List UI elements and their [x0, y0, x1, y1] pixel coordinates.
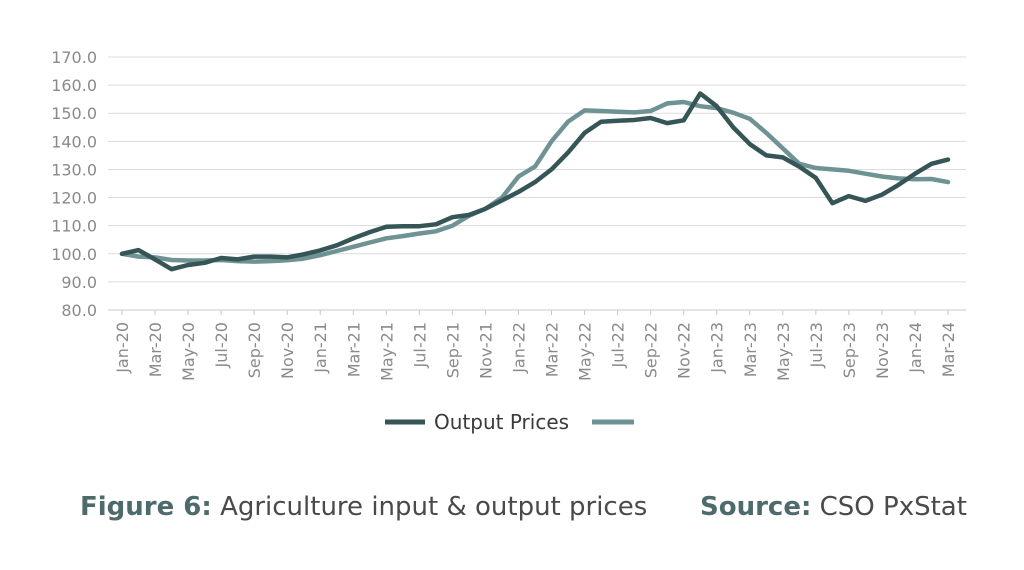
x-tick-label: May-22	[576, 322, 595, 381]
y-tick-label: 90.0	[61, 273, 97, 292]
figure-caption-text: Agriculture input & output prices	[220, 492, 648, 522]
x-tick-label: Nov-22	[675, 322, 694, 379]
series-line-output-prices	[119, 91, 951, 272]
x-tick-label: Jul-20	[212, 322, 231, 368]
y-tick-label: 130.0	[51, 160, 97, 179]
x-tick-label: Jan-22	[509, 322, 528, 374]
x-tick-label: Nov-20	[278, 322, 297, 379]
series-line-2	[119, 99, 951, 264]
x-tick-label: May-21	[377, 322, 396, 381]
figure-caption: Figure 6: Agriculture input & output pri…	[80, 492, 647, 522]
x-tick-label: Sep-21	[443, 322, 462, 378]
y-tick-label: 170.0	[51, 48, 97, 67]
x-tick-label: Jan-20	[113, 322, 132, 374]
y-tick-label: 140.0	[51, 132, 97, 151]
y-tick-label: 150.0	[51, 104, 97, 123]
y-tick-label: 110.0	[51, 217, 97, 236]
y-tick-label: 160.0	[51, 76, 97, 95]
y-tick-label: 120.0	[51, 189, 97, 208]
source-caption: Source: CSO PxStat	[700, 492, 967, 522]
x-tick-label: Mar-23	[741, 322, 760, 377]
x-tick-label: Jan-24	[906, 322, 925, 374]
series-lines	[119, 91, 951, 272]
y-tick-label: 80.0	[61, 301, 97, 320]
x-axis-line	[108, 309, 966, 315]
x-tick-label: Mar-21	[344, 322, 363, 377]
source-caption-label: Source:	[700, 492, 812, 522]
x-tick-label: Mar-22	[543, 322, 562, 377]
legend-label-output-prices: Output Prices	[434, 410, 569, 434]
y-axis-tick-labels: 80.0 90.0 100.0 110.0 120.0 130.0 140.0 150.0 16…	[51, 48, 97, 320]
x-tick-label: May-20	[179, 322, 198, 381]
x-tick-label: Jul-22	[609, 322, 628, 368]
x-tick-label: Jan-23	[708, 322, 727, 374]
x-tick-label: Nov-21	[476, 322, 495, 379]
x-tick-label: Jan-21	[311, 322, 330, 374]
x-axis-tick-labels: Jan-20 Mar-20 May-20 Jul-20 Sep-20 Nov-20 Jan-…	[113, 322, 958, 381]
x-tick-label: Nov-23	[873, 322, 892, 379]
x-tick-label: Sep-20	[245, 322, 264, 378]
x-tick-label: May-23	[774, 322, 793, 381]
figure-caption-label: Figure 6:	[80, 492, 212, 522]
x-tick-label: Sep-23	[840, 322, 859, 378]
x-tick-label: Mar-20	[146, 322, 165, 377]
y-tick-label: 100.0	[51, 245, 97, 264]
x-tick-label: Jul-21	[410, 322, 429, 368]
legend: Output Prices	[385, 410, 634, 434]
x-tick-label: Mar-24	[939, 322, 958, 377]
x-tick-label: Jul-23	[807, 322, 826, 368]
grid-lines	[108, 56, 966, 283]
source-caption-text: CSO PxStat	[819, 492, 967, 522]
x-tick-label: Sep-22	[642, 322, 661, 378]
